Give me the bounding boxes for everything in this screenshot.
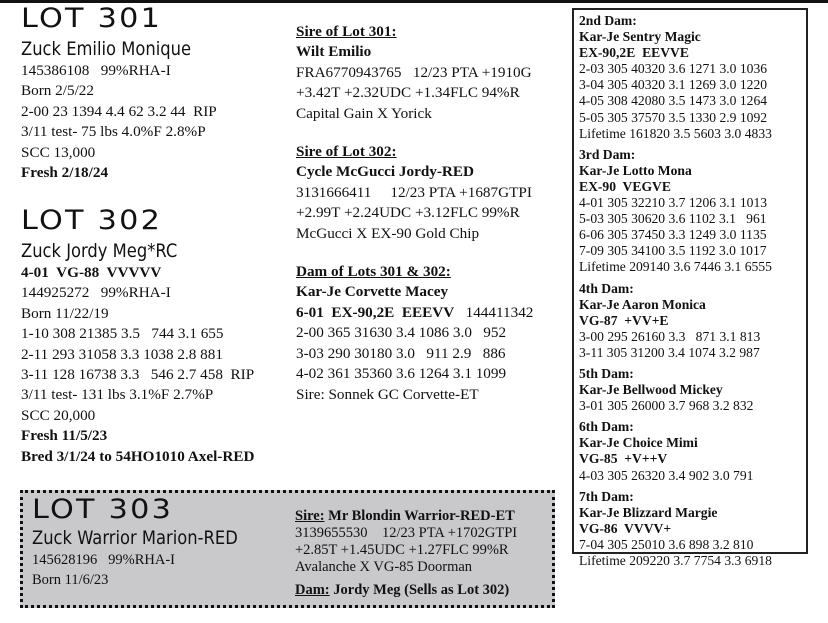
section-heading: Sire of Lot 302:: [296, 143, 397, 161]
info-line: 145628196 99%RHA-I: [32, 552, 175, 568]
dam-section: 3rd Dam: Kar-Je Lotto Mona EX-90 VEGVE 4-01…: [579, 147, 806, 276]
info-line: 2-11 293 31058 3.3 1038 2.8 881: [21, 345, 223, 363]
dam-section: 7th Dam: Kar-Je Blizzard Margie VG-86 VVVV…: [579, 489, 806, 569]
dam-name: Jordy Meg (Sells as Lot 302): [329, 582, 510, 598]
lot-title: LOT 301: [21, 3, 163, 34]
info-line: McGucci X EX-90 Gold Chip: [296, 224, 480, 242]
lot-title: LOT 302: [21, 205, 163, 236]
record-line: Lifetime 209220 3.7 7754 3.3 6918: [579, 553, 772, 568]
record-line: 5-03 305 30620 3.6 1102 3.1 961: [579, 211, 767, 227]
info-line: Born 11/6/23: [32, 572, 109, 588]
middle-column: Sire of Lot 301: Wilt Emilio FRA67709437…: [296, 22, 533, 405]
record-line: 7-04 305 25010 3.6 898 3.2 810: [579, 536, 754, 552]
info-line: +2.85T +1.45UDC +1.27FLC 99%R: [295, 542, 509, 558]
dam-section: 5th Dam: Kar-Je Bellwood Mickey 3-01 305 2…: [579, 366, 806, 414]
info-line: 3-03 290 30180 3.0 911 2.9 886: [296, 344, 506, 362]
info-line: Capital Gain X Yorick: [296, 104, 432, 122]
cow-name: Zuck Warrior Marion-RED: [32, 527, 238, 549]
bred-info: Bred 3/1/24 to 54HO1010 Axel-RED: [21, 447, 255, 465]
classification: VG-85 +V++V: [579, 451, 668, 467]
record-line: 3-04 305 40320 3.1 1269 3.0 1220: [579, 77, 768, 93]
classification: EX-90 VEGVE: [579, 178, 671, 194]
lot-302: LOT 302 Zuck Jordy Meg*RC 4-01 VG-88 VVV…: [21, 206, 254, 467]
fresh-date: Fresh 2/18/24: [21, 164, 109, 182]
dam-name: Kar-Je Sentry Magic: [579, 29, 701, 45]
section-heading: Sire of Lot 301:: [296, 23, 397, 40]
sire-label: Sire:: [295, 508, 325, 524]
info-line: 145386108 99%RHA-I: [21, 62, 171, 79]
sire-name: Mr Blondin Warrior-RED-ET: [324, 508, 515, 524]
info-line: +3.42T +2.32UDC +1.34FLC 94%R: [296, 84, 520, 102]
info-line: +2.99T +2.24UDC +3.12FLC 99%R: [296, 204, 520, 222]
classification: EX-90,2E EEVVE: [579, 45, 689, 61]
record-line: 4-01 305 32210 3.7 1206 3.1 1013: [579, 195, 768, 211]
info-line: Born 2/5/22: [21, 82, 94, 100]
dam-heading: 2nd Dam:: [579, 13, 637, 28]
cow-name: Zuck Emilio Monique: [21, 38, 192, 60]
dam-heading: 4th Dam:: [579, 280, 634, 296]
info-line: 3-11 128 16738 3.3 546 2.7 458 RIP: [21, 366, 255, 384]
info-line: 3/11 test- 75 lbs 4.0%F 2.8%P: [21, 123, 206, 141]
record-line: 4-03 305 26320 3.4 902 3.0 791: [579, 467, 754, 483]
dam-name: Kar-Je Aaron Monica: [579, 296, 706, 312]
dam-heading: 6th Dam:: [579, 419, 634, 435]
cow-name: Zuck Jordy Meg*RC: [21, 240, 178, 262]
fresh-date: Fresh 11/5/23: [21, 427, 108, 445]
lot-301: LOT 301 Zuck Emilio Monique 145386108 99…: [21, 4, 219, 183]
lot-303-box: LOT 303 Zuck Warrior Marion-RED 14562819…: [20, 490, 555, 608]
dam-name: Kar-Je Lotto Mona: [579, 162, 692, 178]
dam-name: Kar-Je Bellwood Mickey: [579, 382, 723, 398]
dam-301-302: Dam of Lots 301 & 302: Kar-Je Corvette M…: [296, 262, 533, 405]
dam-heading: 3rd Dam:: [579, 146, 636, 162]
sire-301: Sire of Lot 301: Wilt Emilio FRA67709437…: [296, 22, 533, 124]
sire-302: Sire of Lot 302: Cycle McGucci Jordy-RED…: [296, 142, 533, 244]
sire-name: Wilt Emilio: [296, 43, 372, 61]
sire-name: Cycle McGucci Jordy-RED: [296, 163, 474, 181]
record-line: 4-05 308 42080 3.5 1473 3.0 1264: [579, 93, 768, 109]
record-line: 2-03 305 40320 3.6 1271 3.0 1036: [579, 61, 768, 77]
info-line: 3131666411 12/23 PTA +1687GTPI: [296, 183, 532, 201]
info-line: 1-10 308 21385 3.5 744 3.1 655: [21, 325, 224, 343]
record-line: Lifetime 161820 3.5 5603 3.0 4833: [579, 125, 772, 141]
section-heading: Dam of Lots 301 & 302:: [296, 263, 451, 281]
record-line: 5-05 305 37570 3.5 1330 2.9 1092: [579, 109, 768, 125]
info-line: Sire: Sonnek GC Corvette-ET: [296, 385, 479, 403]
record-line: 7-09 305 34100 3.5 1192 3.0 1017: [579, 243, 767, 259]
registration-id: 144411342: [465, 303, 534, 321]
classification: VG-86 VVVV+: [579, 520, 672, 536]
info-line: 4-02 361 35360 3.6 1264 3.1 1099: [296, 365, 507, 383]
info-line: FRA6770943765 12/23 PTA +1910G: [296, 63, 532, 81]
dam-name: Kar-Je Blizzard Margie: [579, 504, 718, 520]
record-line: Lifetime 209140 3.6 7446 3.1 6555: [579, 259, 772, 275]
dam-section: 4th Dam: Kar-Je Aaron Monica VG-87 +VV+E 3-…: [579, 281, 806, 361]
top-border: [0, 0, 828, 3]
lot-title: LOT 303: [32, 494, 174, 525]
classification: 4-01 VG-88 VVVVV: [21, 264, 162, 281]
dam-section: 6th Dam: Kar-Je Choice Mimi VG-85 +V++V 4-0…: [579, 419, 806, 483]
record-line: 3-01 305 26000 3.7 968 3.2 832: [579, 398, 754, 414]
classification: VG-87 +VV+E: [579, 312, 669, 328]
dam-section: 2nd Dam: Kar-Je Sentry Magic EX-90,2E EEVV…: [579, 13, 806, 142]
record-line: 3-00 295 26160 3.3 871 3.1 813: [579, 328, 761, 344]
dam-name: Kar-Je Choice Mimi: [579, 435, 698, 451]
classification: 6-01 EX-90,2E EEEVV: [296, 303, 455, 321]
record-line: 3-11 305 31200 3.4 1074 3.2 987: [579, 344, 760, 360]
info-line: 144925272 99%RHA-I: [21, 284, 171, 302]
info-line: 2-00 365 31630 3.4 1086 3.0 952: [296, 324, 507, 342]
dam-label: Dam:: [295, 582, 330, 598]
dam-heading: 5th Dam:: [579, 365, 634, 381]
info-line: 3139655530 12/23 PTA +1702GTPI: [295, 525, 518, 541]
info-line: SCC 13,000: [21, 143, 96, 161]
info-line: SCC 20,000: [21, 406, 96, 424]
info-line: Avalanche X VG-85 Doorman: [295, 559, 473, 575]
info-line: 2-00 23 1394 4.4 62 3.2 44 RIP: [21, 102, 217, 120]
info-line: 3/11 test- 131 lbs 3.1%F 2.7%P: [21, 386, 214, 404]
dam-heading: 7th Dam:: [579, 488, 634, 504]
pedigree-box: 2nd Dam: Kar-Je Sentry Magic EX-90,2E EEVV…: [572, 8, 808, 568]
info-line: Born 11/22/19: [21, 304, 109, 322]
record-line: 6-06 305 37450 3.3 1249 3.0 1135: [579, 227, 767, 243]
dam-name: Kar-Je Corvette Macey: [296, 283, 449, 301]
